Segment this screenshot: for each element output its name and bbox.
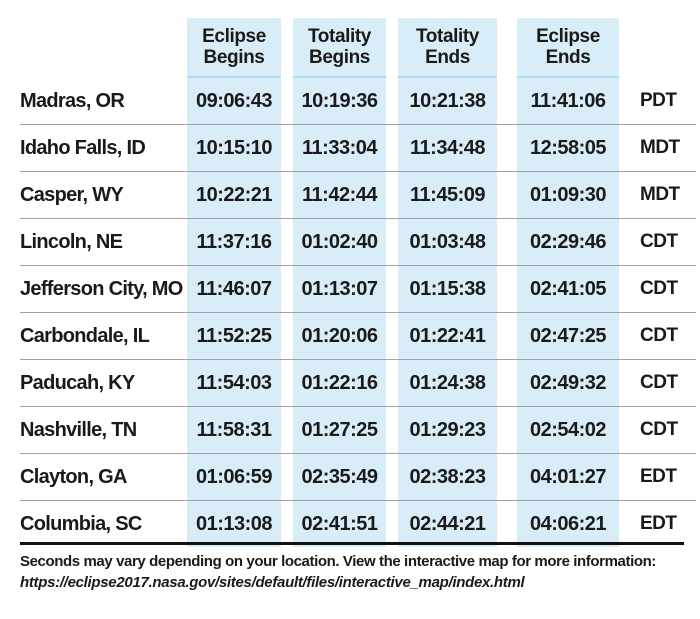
timezone-label: EDT (640, 513, 677, 534)
city-label: Paducah, KY (20, 371, 135, 394)
timezone-label: MDT (640, 184, 680, 205)
city-label: Idaho Falls, ID (20, 136, 146, 159)
totality-begins-time: 11:33:04 (293, 125, 386, 171)
table-header-row: Eclipse Begins Totality Begins Totality … (20, 18, 696, 78)
totality-ends-time: 02:38:23 (398, 454, 497, 500)
table-row: Idaho Falls, ID 10:15:10 11:33:04 11:34:… (20, 124, 696, 171)
totality-begins-time: 01:02:40 (293, 219, 386, 265)
eclipse-begins-time: 11:46:07 (187, 266, 281, 312)
eclipse-ends-time: 02:29:46 (517, 219, 619, 265)
totality-ends-time: 01:15:38 (398, 266, 497, 312)
totality-ends-time: 02:44:21 (398, 501, 497, 547)
timezone-label: EDT (640, 466, 677, 487)
city-label: Columbia, SC (20, 512, 142, 535)
column-header-totality-ends: Totality Ends (398, 18, 497, 78)
timezone-label: CDT (640, 278, 678, 299)
eclipse-ends-time: 02:41:05 (517, 266, 619, 312)
eclipse-ends-time: 02:54:02 (517, 407, 619, 453)
totality-ends-time: 01:24:38 (398, 360, 497, 406)
timezone-label: CDT (640, 419, 678, 440)
table-row: Jefferson City, MO 11:46:07 01:13:07 01:… (20, 265, 696, 312)
city-label: Jefferson City, MO (20, 277, 183, 300)
table-row: Paducah, KY 11:54:03 01:22:16 01:24:38 0… (20, 359, 696, 406)
city-label: Casper, WY (20, 183, 124, 206)
eclipse-begins-time: 10:15:10 (187, 125, 281, 171)
table-row: Casper, WY 10:22:21 11:42:44 11:45:09 01… (20, 171, 696, 218)
timezone-label: CDT (640, 325, 678, 346)
totality-ends-time: 01:29:23 (398, 407, 497, 453)
footer-note: Seconds may vary depending on your locat… (20, 553, 656, 570)
table-row: Lincoln, NE 11:37:16 01:02:40 01:03:48 0… (20, 218, 696, 265)
totality-begins-time: 01:22:16 (293, 360, 386, 406)
totality-ends-time: 10:21:38 (398, 78, 497, 124)
column-header-eclipse-ends: Eclipse Ends (517, 18, 619, 78)
eclipse-begins-time: 01:06:59 (187, 454, 281, 500)
eclipse-table: Eclipse Begins Totality Begins Totality … (20, 18, 696, 547)
totality-ends-time: 01:03:48 (398, 219, 497, 265)
city-label: Clayton, GA (20, 465, 127, 488)
column-header-totality-begins: Totality Begins (293, 18, 386, 78)
totality-begins-time: 10:19:36 (293, 78, 386, 124)
footer-divider (20, 542, 684, 545)
eclipse-begins-time: 11:52:25 (187, 313, 281, 359)
column-header-eclipse-begins: Eclipse Begins (187, 18, 281, 78)
eclipse-begins-time: 09:06:43 (187, 78, 281, 124)
totality-begins-time: 01:27:25 (293, 407, 386, 453)
footer-url: https://eclipse2017.nasa.gov/sites/defau… (20, 574, 525, 591)
footer: Seconds may vary depending on your locat… (20, 551, 690, 593)
totality-begins-time: 01:13:07 (293, 266, 386, 312)
eclipse-begins-time: 11:58:31 (187, 407, 281, 453)
eclipse-begins-time: 11:54:03 (187, 360, 281, 406)
timezone-label: CDT (640, 372, 678, 393)
totality-ends-time: 11:34:48 (398, 125, 497, 171)
eclipse-begins-time: 01:13:08 (187, 501, 281, 547)
totality-begins-time: 01:20:06 (293, 313, 386, 359)
table-row: Clayton, GA 01:06:59 02:35:49 02:38:23 0… (20, 453, 696, 500)
table-row: Carbondale, IL 11:52:25 01:20:06 01:22:4… (20, 312, 696, 359)
timezone-label: MDT (640, 137, 680, 158)
city-label: Lincoln, NE (20, 230, 123, 253)
timezone-label: PDT (640, 90, 677, 111)
eclipse-ends-time: 04:06:21 (517, 501, 619, 547)
eclipse-ends-time: 11:41:06 (517, 78, 619, 124)
eclipse-ends-time: 01:09:30 (517, 172, 619, 218)
table-row: Nashville, TN 11:58:31 01:27:25 01:29:23… (20, 406, 696, 453)
city-label: Nashville, TN (20, 418, 137, 441)
totality-begins-time: 02:41:51 (293, 501, 386, 547)
totality-ends-time: 01:22:41 (398, 313, 497, 359)
eclipse-ends-time: 02:47:25 (517, 313, 619, 359)
timezone-label: CDT (640, 231, 678, 252)
totality-begins-time: 02:35:49 (293, 454, 386, 500)
table-row: Madras, OR 09:06:43 10:19:36 10:21:38 11… (20, 78, 696, 124)
table-row: Columbia, SC 01:13:08 02:41:51 02:44:21 … (20, 500, 696, 547)
eclipse-ends-time: 04:01:27 (517, 454, 619, 500)
city-label: Carbondale, IL (20, 324, 150, 347)
city-label: Madras, OR (20, 89, 125, 112)
eclipse-begins-time: 11:37:16 (187, 219, 281, 265)
totality-begins-time: 11:42:44 (293, 172, 386, 218)
eclipse-ends-time: 02:49:32 (517, 360, 619, 406)
totality-ends-time: 11:45:09 (398, 172, 497, 218)
eclipse-begins-time: 10:22:21 (187, 172, 281, 218)
eclipse-ends-time: 12:58:05 (517, 125, 619, 171)
